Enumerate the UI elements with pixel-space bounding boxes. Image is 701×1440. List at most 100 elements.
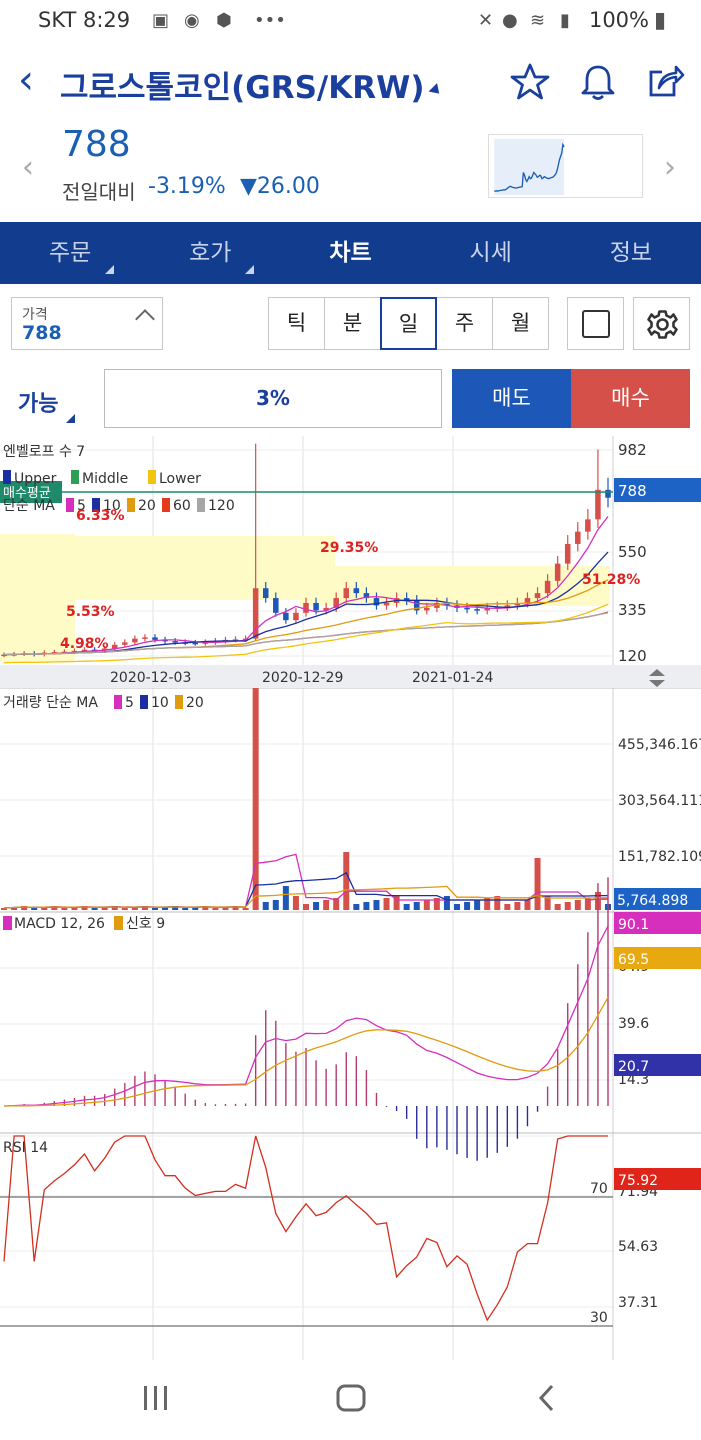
volume-bar	[202, 906, 209, 910]
candle-body	[71, 650, 78, 653]
current-price-axis-label: 788	[618, 482, 647, 500]
volume-bar	[474, 900, 481, 910]
candle-body	[514, 602, 521, 606]
legend-label: Middle	[82, 471, 128, 487]
system-nav-bar	[144, 1384, 554, 1412]
annotation-label: 51.28%	[582, 572, 640, 588]
prev-coin-icon[interactable]: ‹	[22, 150, 34, 185]
candle-body	[323, 607, 329, 611]
period-day-button[interactable]: 일	[380, 297, 437, 350]
volume-bar	[81, 906, 88, 910]
candle-body	[262, 588, 269, 599]
settings-button[interactable]	[633, 297, 690, 350]
period-tick-button[interactable]: 틱	[268, 297, 325, 350]
share-icon[interactable]	[646, 62, 686, 102]
volume-bar	[313, 902, 320, 910]
candle-body	[544, 580, 551, 594]
candle-body	[132, 638, 138, 643]
price-selector[interactable]: 가격 788	[11, 297, 163, 350]
candle-body	[353, 588, 360, 594]
volume-ma-line	[3, 885, 608, 909]
fullscreen-button[interactable]	[567, 297, 624, 350]
volume-bar	[242, 908, 249, 910]
price-pane: 매수평균 엔벨로프 수 7 Upper Middle Lower 단순 MA 5 10 20 6…	[0, 441, 701, 665]
candle-body	[252, 588, 259, 639]
ma-line	[3, 612, 609, 656]
legend-swatch	[140, 695, 148, 709]
y-tick-label: 982	[618, 441, 647, 459]
tab-info[interactable]: 정보	[609, 240, 653, 266]
y-tick-label: 37.31	[618, 1295, 658, 1311]
candle-body	[474, 609, 480, 611]
order-percent-input[interactable]: 3%	[104, 369, 442, 428]
period-minute-button[interactable]: 분	[324, 297, 381, 350]
tab-quotes[interactable]: 시세	[469, 240, 512, 266]
period-selector: 틱 분 일 주 월	[268, 297, 549, 350]
star-icon[interactable]	[510, 62, 550, 102]
tab-orderbook[interactable]: 호가	[140, 222, 280, 284]
nav-back-icon[interactable]	[538, 1384, 554, 1412]
image-icon: ▣	[152, 10, 170, 31]
recent-apps-icon[interactable]	[144, 1386, 167, 1410]
candle-body	[464, 607, 470, 610]
volume-bar	[534, 858, 541, 910]
volume-bar	[524, 900, 531, 910]
back-arrow-icon[interactable]: ‹	[18, 57, 34, 103]
period-month-button[interactable]: 월	[492, 297, 549, 350]
page-title[interactable]: 그로스톨코인(GRS/KRW)	[60, 70, 425, 106]
legend-swatch	[66, 498, 74, 512]
volume-bar	[303, 904, 309, 910]
period-week-button[interactable]: 주	[436, 297, 493, 350]
candle-body	[172, 641, 178, 643]
bell-icon[interactable]	[578, 62, 618, 102]
volume-bar	[192, 907, 199, 910]
candle-body	[192, 642, 199, 645]
candle-body	[122, 642, 128, 645]
tab-chart[interactable]: 차트	[329, 240, 372, 266]
volume-bar	[21, 906, 28, 910]
chart-area[interactable]: 매수평균 엔벨로프 수 7 Upper Middle Lower 단순 MA 5 10 20 6…	[0, 436, 701, 1360]
tab-order[interactable]: 주문	[0, 222, 140, 284]
volume-bar	[353, 904, 360, 910]
rsi-level-30: 30	[590, 1310, 608, 1326]
volume-bar	[31, 908, 38, 910]
current-volume-label: 5,764.898	[617, 893, 688, 909]
title-dropdown-icon[interactable]	[428, 83, 444, 98]
gear-icon	[647, 310, 678, 339]
volume-bar	[343, 852, 350, 910]
volume-bar	[423, 900, 430, 910]
volume-bar	[131, 907, 138, 910]
price-selector-label: 가격	[22, 307, 48, 323]
avg-buy-badge	[0, 481, 62, 503]
y-tick-label: 303,564.111	[618, 793, 701, 809]
legend-label: 5	[77, 498, 86, 514]
rsi-legend: RSI 14	[3, 1140, 48, 1156]
mute-icon: ✕	[478, 10, 494, 31]
candle-body	[383, 602, 390, 606]
legend-swatch	[148, 470, 156, 484]
candle-body	[595, 489, 601, 520]
candle-body	[81, 649, 88, 652]
candle-body	[232, 639, 239, 641]
candle-body	[303, 602, 309, 613]
home-icon[interactable]	[336, 1384, 366, 1412]
sell-button[interactable]: 매도	[452, 369, 571, 428]
candle-body	[534, 593, 541, 599]
next-coin-icon[interactable]: ›	[664, 150, 676, 185]
available-dropdown-icon[interactable]	[66, 414, 75, 423]
volume-bar	[494, 896, 501, 910]
volume-bar	[333, 898, 340, 910]
price-selector-value: 788	[22, 322, 62, 344]
available-label[interactable]: 가능	[18, 392, 59, 417]
pane-resize-handle[interactable]	[649, 669, 665, 687]
candle-body	[504, 605, 511, 607]
buy-button[interactable]: 매수	[571, 369, 690, 428]
x-tick-label: 2020-12-03	[110, 670, 191, 686]
candle-body	[313, 602, 319, 611]
macd-line	[3, 925, 609, 1107]
volume-bar	[121, 908, 128, 910]
legend-label: 10	[103, 498, 121, 514]
change-percent: -3.19%	[148, 174, 226, 199]
y-tick-label: 39.6	[618, 1016, 649, 1032]
sparkline-chart	[488, 134, 643, 198]
